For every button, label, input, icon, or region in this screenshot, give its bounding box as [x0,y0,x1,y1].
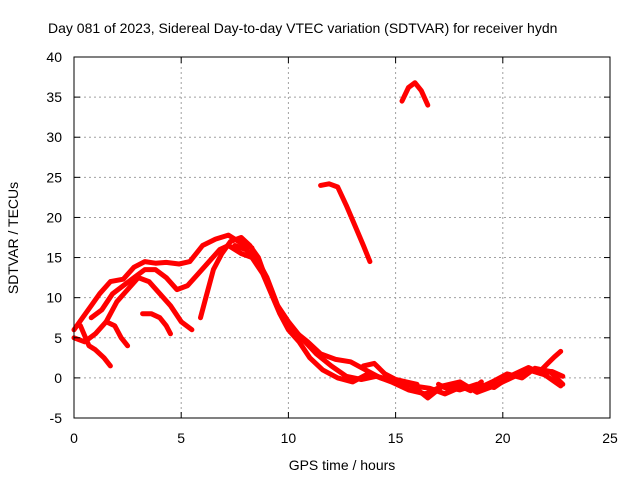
y-tick-label: 5 [54,330,62,346]
series-arc-7 [77,323,113,369]
series-arc-2 [71,275,195,345]
series-arc-1 [71,232,255,333]
series-arc-13 [436,379,484,394]
grid-layer [74,57,610,418]
series-arc-14 [360,360,420,387]
y-tick-label: -5 [50,410,63,426]
y-tick-label: 15 [46,250,62,266]
series-arc-3 [88,243,261,321]
y-tick-label: 25 [46,169,62,185]
series-arc-8 [103,319,131,349]
chart-title: Day 081 of 2023, Sidereal Day-to-day VTE… [48,20,557,36]
x-tick-label: 0 [70,430,78,446]
series-arc-12 [538,348,564,373]
y-tick-label: 0 [54,370,62,386]
series-arc-6 [249,255,564,401]
series-arc-10 [318,181,373,265]
y-tick-label: 35 [46,89,62,105]
series-layer [71,80,566,401]
x-tick-label: 10 [281,430,297,446]
x-tick-label: 5 [177,430,185,446]
y-axis-title: SDTVAR / TECUs [5,182,21,294]
x-tick-label: 20 [495,430,511,446]
y-tick-label: 20 [46,209,62,225]
x-tick-label: 15 [388,430,404,446]
series-arc-9 [140,311,173,337]
series-arc-11 [399,80,431,108]
y-tick-label: 40 [46,49,62,65]
tick-layer: 0 5 10 15 20 25 -5 0 5 10 15 20 25 30 35 40 [46,49,618,446]
x-axis-title: GPS time / hours [289,457,396,473]
y-tick-label: 30 [46,129,62,145]
y-tick-label: 10 [46,290,62,306]
plot-frame [73,56,611,419]
x-tick-label: 25 [602,430,618,446]
series-arc-4 [198,235,566,397]
